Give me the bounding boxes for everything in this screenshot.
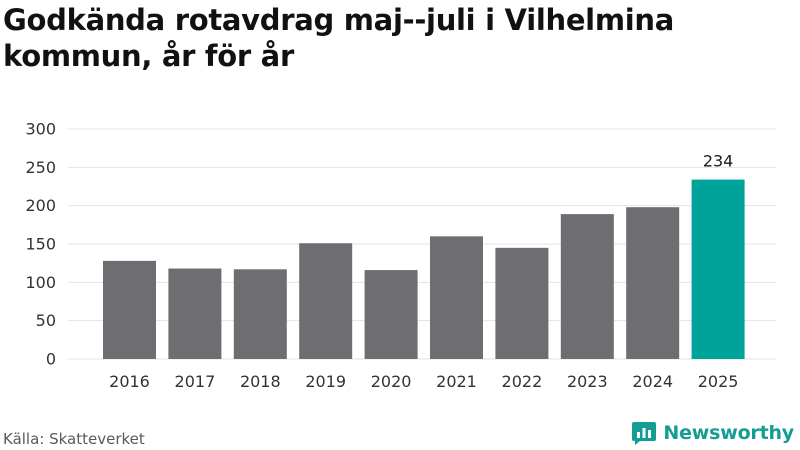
x-tick-label: 2017 — [175, 372, 216, 391]
x-tick-label: 2023 — [567, 372, 608, 391]
brand-name: Newsworthy — [663, 422, 794, 444]
y-tick-label: 150 — [25, 235, 56, 254]
x-tick-label: 2018 — [240, 372, 281, 391]
x-tick-label: 2016 — [109, 372, 150, 391]
bar — [168, 268, 222, 359]
data-label: 234 — [703, 152, 734, 171]
bar-chart: 0 50 100 150 200 250 300 2016 2017 2018 2019 2020 20… — [25, 120, 776, 391]
bar — [299, 243, 353, 359]
bar — [430, 236, 483, 359]
newsworthy-logo-icon — [632, 422, 657, 445]
y-tick-label: 200 — [25, 196, 56, 215]
y-tick-label: 100 — [25, 273, 56, 292]
source-note: Källa: Skatteverket — [3, 430, 145, 448]
y-tick-label: 300 — [25, 120, 56, 139]
x-tick-label: 2019 — [305, 372, 346, 391]
bar — [560, 214, 614, 359]
bar — [691, 179, 745, 359]
newsworthy-logo: Newsworthy — [631, 420, 794, 446]
bar — [233, 269, 287, 359]
y-tick-label: 0 — [46, 350, 56, 369]
x-tick-label: 2022 — [502, 372, 543, 391]
x-tick-label: 2020 — [371, 372, 412, 391]
bar — [103, 260, 156, 359]
bar — [495, 247, 549, 359]
bar — [626, 207, 680, 359]
y-tick-label: 250 — [25, 158, 56, 177]
chart-title: Godkända rotavdrag maj--juli i Vilhelmin… — [3, 3, 674, 73]
x-tick-label: 2021 — [436, 372, 477, 391]
x-tick-label: 2025 — [698, 372, 739, 391]
y-tick-label: 50 — [36, 311, 56, 330]
bar — [364, 270, 418, 359]
x-tick-label: 2024 — [632, 372, 673, 391]
